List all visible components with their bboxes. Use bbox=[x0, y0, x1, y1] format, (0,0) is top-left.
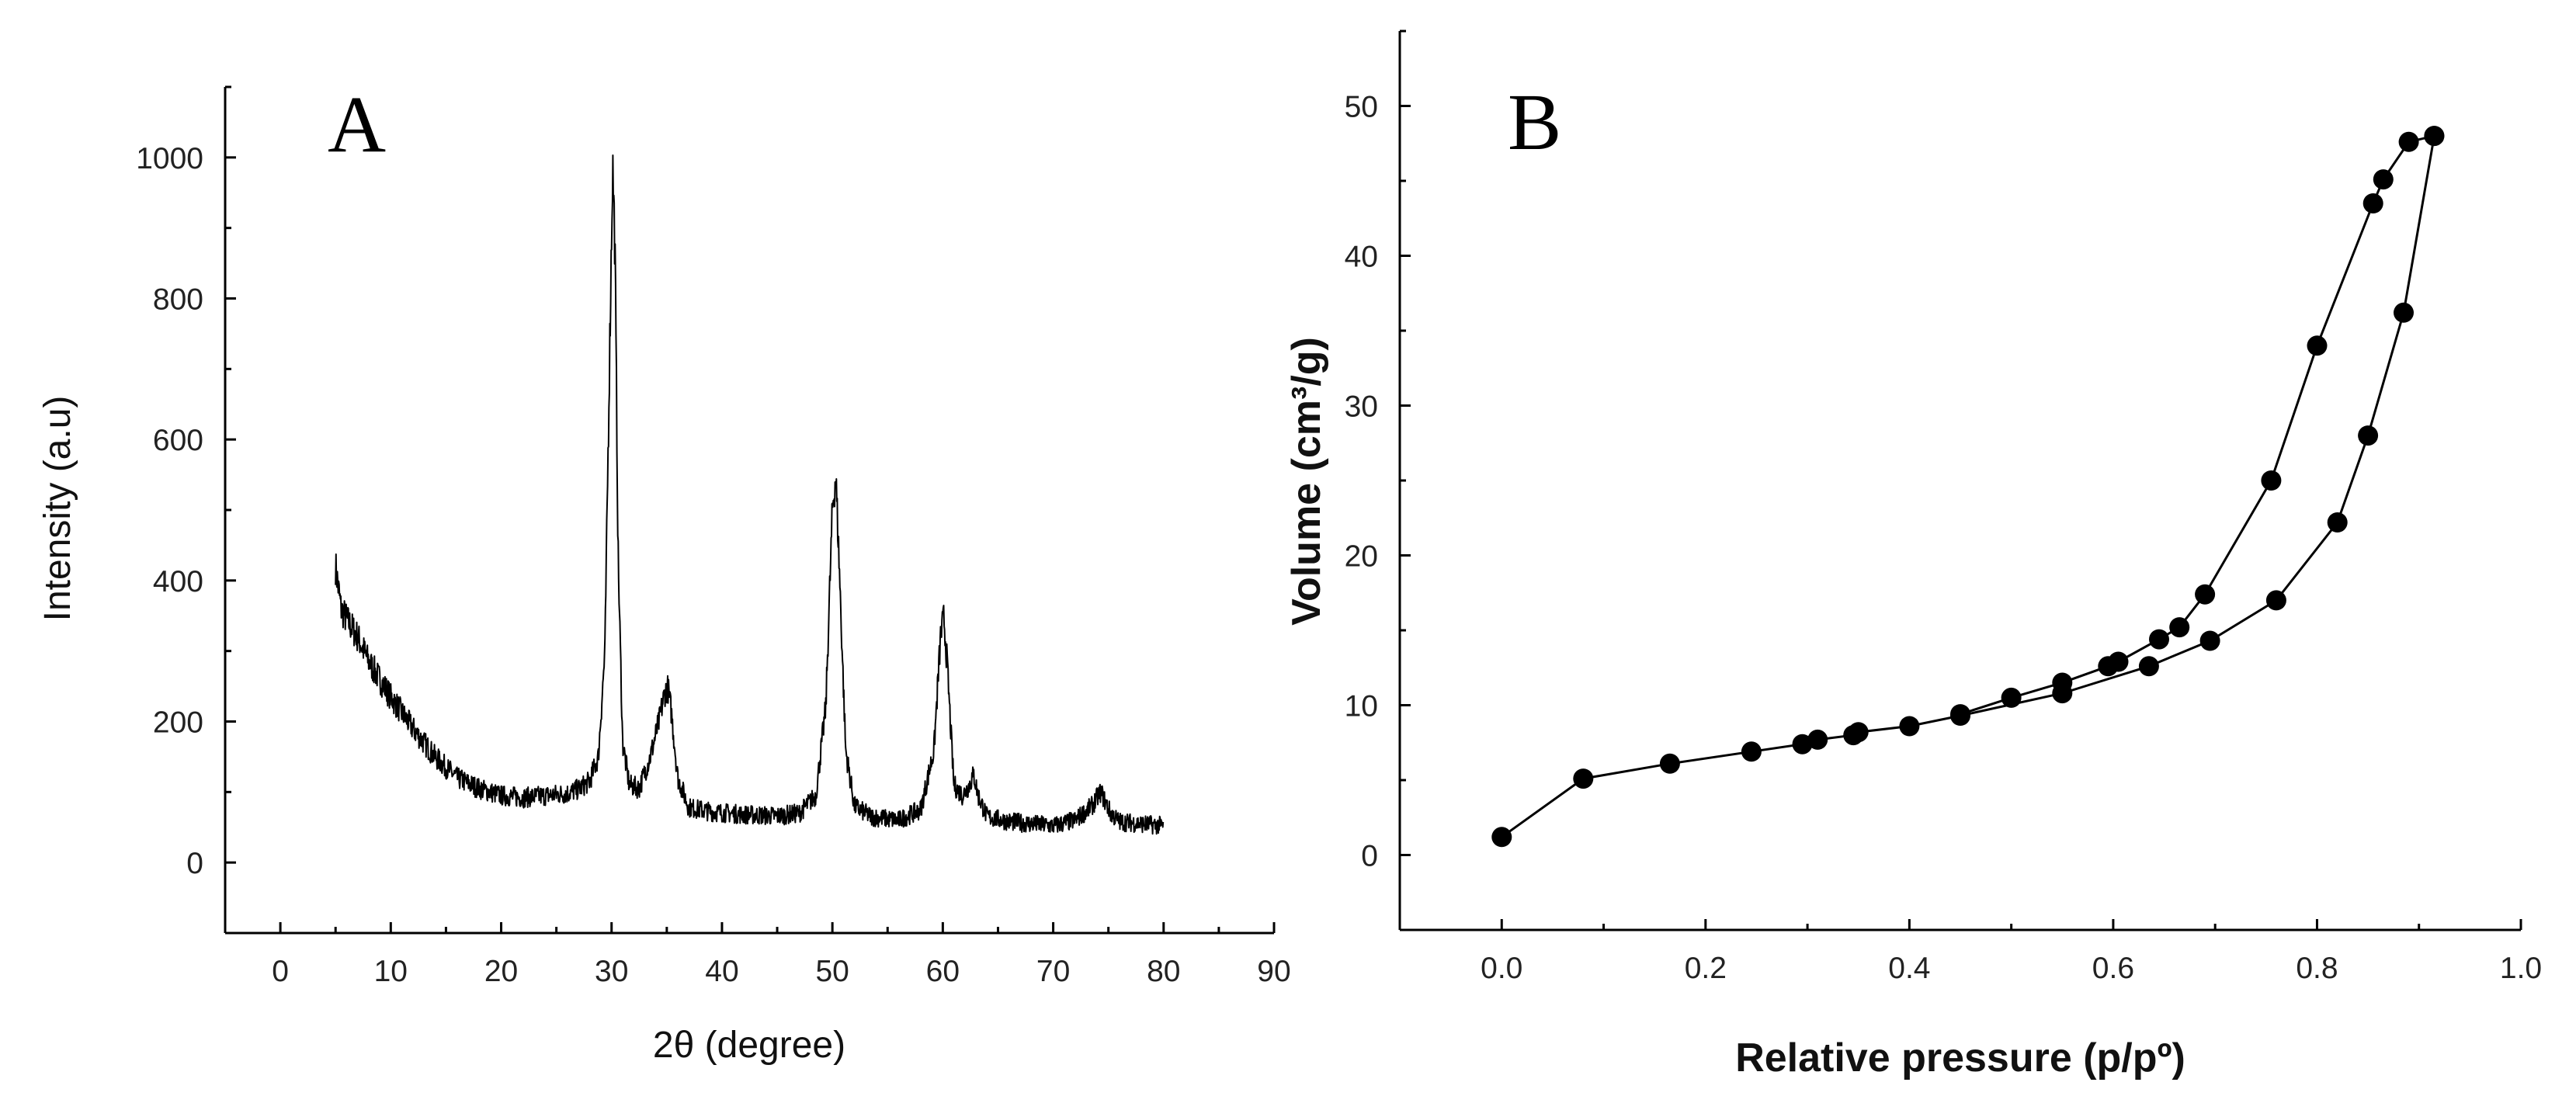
panel-b-point-desorption bbox=[2261, 470, 2282, 491]
panel-b-point-adsorption bbox=[1848, 722, 1869, 743]
panel-b-y-label: Volume (cm³/g) bbox=[1284, 337, 1329, 626]
panel-b-point-desorption bbox=[2195, 584, 2216, 605]
panel-b-series-line-desorption bbox=[1960, 134, 2435, 716]
panel-a-x-tick-label: 0 bbox=[272, 955, 289, 988]
panel-b-x-tick-label: 0.4 bbox=[1888, 952, 1930, 985]
panel-a-x-label: 2θ (degree) bbox=[653, 1025, 845, 1066]
panel-b-point-adsorption bbox=[2358, 425, 2379, 446]
panel-b-x-label: Relative pressure (p/pº) bbox=[1735, 1035, 2185, 1081]
panel-b-point-adsorption bbox=[1741, 741, 1762, 762]
panel-b-point-adsorption bbox=[1807, 729, 1828, 750]
panel-b-point-desorption bbox=[2307, 335, 2328, 356]
panel-b-series bbox=[1491, 126, 2445, 848]
panel-b-y-ticks: 0 10 20 30 40 50 bbox=[1345, 29, 1411, 931]
panel-a-x-tick-label: 80 bbox=[1147, 955, 1180, 988]
panel-a-x-tick-label: 30 bbox=[595, 955, 628, 988]
panel-a-x-tick-label: 70 bbox=[1036, 955, 1070, 988]
panel-b-letter: B bbox=[1508, 78, 1561, 167]
panel-b-series-line-adsorption bbox=[1501, 135, 2435, 838]
panel-a-y-label: Intensity (a.u) bbox=[37, 396, 78, 622]
panel-a-letter: A bbox=[328, 80, 386, 169]
panel-b-point-desorption bbox=[1950, 704, 1970, 725]
panel-a-y-tick-label: 600 bbox=[153, 424, 203, 457]
panel-b-y-tick-label: 0 bbox=[1361, 840, 1378, 873]
panel-a-x-tick-label: 20 bbox=[484, 955, 518, 988]
panel-b-point-desorption bbox=[2098, 656, 2119, 677]
panel-a-x-tick-label: 90 bbox=[1257, 955, 1290, 988]
panel-a-y-tick-label: 1000 bbox=[136, 142, 203, 175]
panel-b-y-tick-label: 50 bbox=[1345, 91, 1378, 124]
panel-a-y-ticks: 0 200 400 600 800 1000 bbox=[136, 85, 236, 935]
panel-b-point-desorption bbox=[2149, 629, 2169, 650]
panel-b-y-tick-label: 20 bbox=[1345, 540, 1378, 574]
panel-b-x-tick-label: 1.0 bbox=[2500, 952, 2542, 985]
panel-a-x-tick-label: 50 bbox=[815, 955, 849, 988]
panel-a-y-tick-label: 0 bbox=[186, 847, 203, 880]
panel-b-point-adsorption bbox=[2138, 656, 2159, 677]
panel-a-x-tick-label: 60 bbox=[926, 955, 960, 988]
panel-b-x-tick-label: 0.2 bbox=[1685, 952, 1727, 985]
panel-a-series-line bbox=[335, 154, 1165, 835]
panel-b-y-tick-label: 30 bbox=[1345, 390, 1378, 424]
panel-b-x-tick-label: 0.0 bbox=[1481, 952, 1522, 985]
panel-a: A 0 10 20 30 40 50 60 70 80 90 02004006008001000 … bbox=[37, 80, 1291, 1066]
panel-b-point-desorption bbox=[2398, 131, 2419, 152]
panel-b-point-desorption bbox=[2373, 169, 2394, 190]
panel-b-point-desorption bbox=[2424, 126, 2445, 147]
panel-b-point-desorption bbox=[2362, 193, 2383, 213]
panel-b-y-tick-label: 10 bbox=[1345, 690, 1378, 723]
panel-b-y-tick-label: 40 bbox=[1345, 241, 1378, 274]
panel-a-x-ticks: 0 10 20 30 40 50 60 70 80 90 bbox=[224, 922, 1291, 988]
panel-a-x-tick-label: 10 bbox=[374, 955, 408, 988]
panel-b-point-adsorption bbox=[2265, 590, 2286, 611]
panel-b-point-adsorption bbox=[2327, 512, 2348, 532]
panel-b-point-adsorption bbox=[2394, 302, 2414, 323]
panel-b-point-adsorption bbox=[1899, 716, 1920, 737]
panel-b-point-desorption bbox=[2169, 617, 2190, 638]
panel-a-y-tick-label: 800 bbox=[153, 283, 203, 317]
panel-b: B 0.0 0.2 0.4 0.6 0.8 1.0 0 10 20 30 40 50 Relativ… bbox=[1284, 29, 2542, 1081]
panel-b-x-ticks: 0.0 0.2 0.4 0.6 0.8 1.0 bbox=[1398, 919, 2542, 985]
panel-b-x-tick-label: 0.6 bbox=[2092, 952, 2134, 985]
panel-a-y-tick-label: 200 bbox=[153, 706, 203, 740]
panel-b-point-adsorption bbox=[1792, 734, 1813, 754]
panel-a-y-tick-label: 400 bbox=[153, 565, 203, 598]
panel-b-point-adsorption bbox=[2199, 630, 2220, 651]
panel-a-x-tick-label: 40 bbox=[705, 955, 738, 988]
panel-b-point-adsorption bbox=[1491, 827, 1512, 848]
panel-b-point-adsorption bbox=[1573, 768, 1594, 789]
panel-b-point-adsorption bbox=[1659, 753, 1680, 774]
panel-b-point-desorption bbox=[2052, 672, 2073, 693]
panel-b-x-tick-label: 0.8 bbox=[2296, 952, 2338, 985]
panel-b-point-desorption bbox=[2001, 687, 2022, 708]
